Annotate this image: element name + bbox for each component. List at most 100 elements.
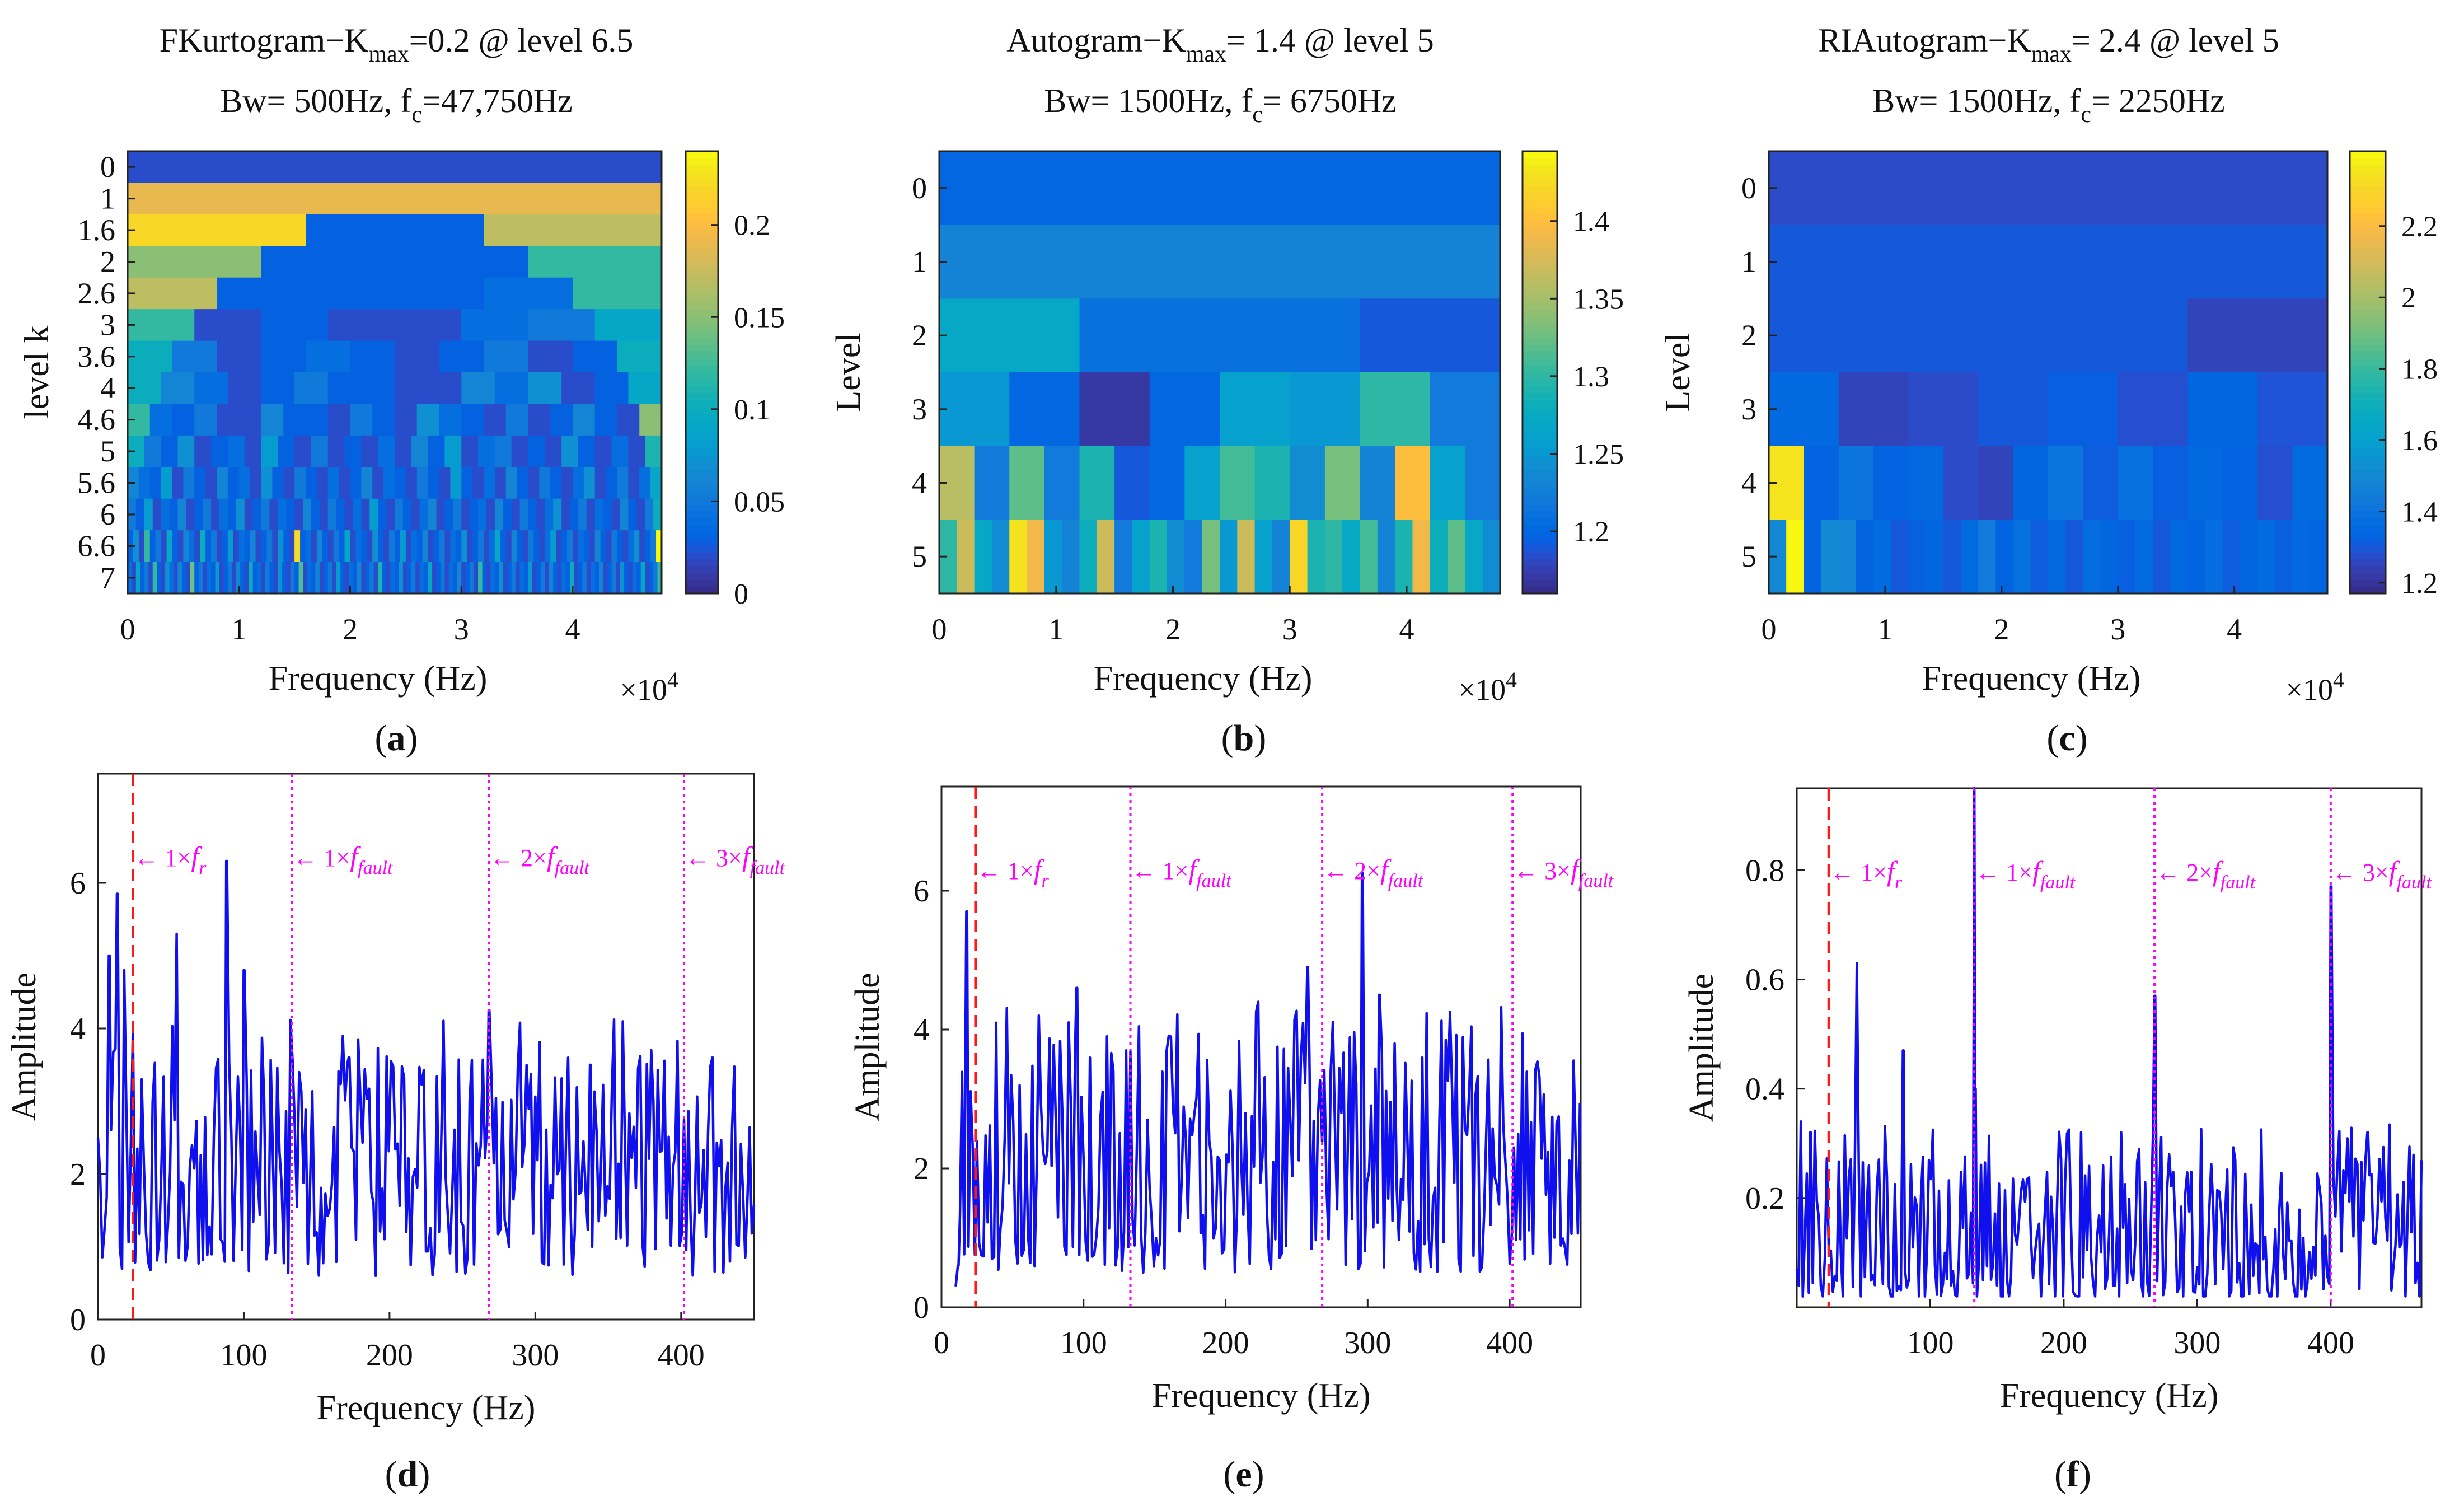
heatmap-cell xyxy=(628,467,640,499)
colorbar-segment xyxy=(2350,151,2386,158)
heatmap-cell xyxy=(415,562,420,594)
heatmap-cell xyxy=(611,435,629,467)
heatmap-cell xyxy=(361,562,366,594)
y-tick-label: 0.6 xyxy=(1745,963,1784,998)
colorbar-segment xyxy=(2350,241,2386,249)
colorbar-segment xyxy=(1523,158,1557,166)
heatmap-cell xyxy=(395,246,529,278)
panel-label-paren: ( xyxy=(1223,1454,1235,1495)
x-tick-label: 2 xyxy=(1994,612,2009,646)
colorbar-segment xyxy=(2350,165,2386,172)
heatmap-cell xyxy=(402,562,407,594)
heatmap-cell xyxy=(311,498,320,531)
series-line xyxy=(96,859,756,1278)
heatmap-cell xyxy=(144,530,151,563)
heatmap-cell xyxy=(519,498,529,531)
spectrum-panel-d: 0 100 200 300 400 0 2 4 6 Frequency (Hz) Amplitude… xyxy=(5,773,786,1427)
heatmap-cell xyxy=(639,530,645,563)
heatmap-cell xyxy=(261,467,273,499)
heatmap-cell xyxy=(294,530,301,563)
heatmap-cell xyxy=(436,562,441,594)
colorbar-tick-label: 1.6 xyxy=(2401,425,2438,457)
marker-label-subscript: fault xyxy=(1578,871,1614,891)
heatmap-cell xyxy=(1873,446,1909,520)
heatmap-cell xyxy=(144,498,153,531)
heatmap-cell xyxy=(594,309,662,342)
heatmap-cell xyxy=(298,562,303,594)
heatmap-cell xyxy=(165,562,170,594)
colorbar-segment xyxy=(2350,469,2386,476)
heatmap-cell xyxy=(2222,520,2241,594)
heatmap-cell xyxy=(457,562,462,594)
heatmap-cell xyxy=(361,372,395,405)
heatmap-cell xyxy=(645,530,651,563)
colorbar-segment xyxy=(1523,344,1557,352)
heatmap-cell xyxy=(327,562,332,594)
colorbar-segment xyxy=(1523,296,1557,304)
heatmap-cell xyxy=(645,435,662,467)
heatmap-cell xyxy=(2187,372,2258,447)
colorbar-segment xyxy=(2350,213,2386,221)
colorbar-segment xyxy=(1523,220,1557,228)
heatmap-cell xyxy=(319,562,324,594)
heatmap-cell xyxy=(161,372,195,405)
heatmap-cell xyxy=(484,340,529,373)
heatmap-cell xyxy=(561,435,579,467)
heatmap-cell xyxy=(411,562,416,594)
colorbar-segment xyxy=(2350,234,2386,242)
heatmap-cell xyxy=(255,530,262,563)
heatmap-cell xyxy=(428,498,437,531)
heatmap-cell xyxy=(1220,446,1256,520)
heatmap-cell xyxy=(294,435,312,467)
colorbar-segment xyxy=(686,268,718,276)
heatmap-cell xyxy=(528,309,596,342)
marker-label-subscript: fault xyxy=(358,858,394,878)
heatmap-cell xyxy=(573,467,584,499)
title-text: =0.2 @ level 6.5 xyxy=(409,22,634,59)
marker-label-subscript: fault xyxy=(555,858,591,878)
heatmap-cell xyxy=(536,498,545,531)
colorbar-segment xyxy=(686,483,718,490)
colorbar-segment xyxy=(1523,503,1557,511)
colorbar-segment xyxy=(2350,448,2386,456)
x-tick-label: 200 xyxy=(366,1338,413,1373)
heatmap-cell xyxy=(227,467,240,499)
heatmap-cell xyxy=(2013,446,2049,520)
heatmap-cell xyxy=(565,562,570,594)
heatmap-cell xyxy=(439,404,462,436)
heatmap-cell xyxy=(645,498,654,531)
heatmap-cell xyxy=(533,530,540,563)
heatmap-cell xyxy=(261,498,270,531)
heatmap-cell xyxy=(1079,298,1220,373)
colorbar-segment xyxy=(2350,179,2386,186)
heatmap-cell xyxy=(1009,520,1028,594)
heatmap-cell xyxy=(500,530,507,563)
chart-title: Autogram−Kmax= 1.4 @ level 5 xyxy=(1006,22,1434,67)
heatmap-cell xyxy=(428,562,433,594)
heatmap-cell xyxy=(395,340,440,373)
colorbar-segment xyxy=(686,151,718,158)
x-tick-label: 0 xyxy=(932,612,947,646)
heatmap-cell xyxy=(294,562,299,594)
y-tick-label: 0 xyxy=(912,171,927,205)
heatmap-cell xyxy=(536,562,541,594)
colorbar-segment xyxy=(2350,476,2386,484)
heatmap-cell xyxy=(189,530,195,563)
heatmap-cell xyxy=(1943,520,1961,594)
heatmap-cell xyxy=(428,372,462,405)
heatmap-cell xyxy=(217,277,306,310)
colorbar-segment xyxy=(686,545,718,553)
subtitle-text: Bw= 500Hz, f xyxy=(220,82,411,119)
title-subscript: max xyxy=(1186,41,1226,67)
y-tick-label: 2 xyxy=(914,1152,929,1186)
heatmap-cell xyxy=(1856,520,1874,594)
colorbar-segment xyxy=(686,365,718,373)
panel-label-letter: f xyxy=(2067,1454,2079,1495)
colorbar-tick-label: 1.8 xyxy=(2401,354,2438,386)
heatmap-cell xyxy=(461,498,470,531)
x-exponent-power: 4 xyxy=(667,667,678,693)
heatmap-cell xyxy=(386,562,391,594)
heatmap-cell xyxy=(395,309,462,342)
heatmap-cell xyxy=(227,372,262,405)
colorbar-segment xyxy=(686,531,718,539)
